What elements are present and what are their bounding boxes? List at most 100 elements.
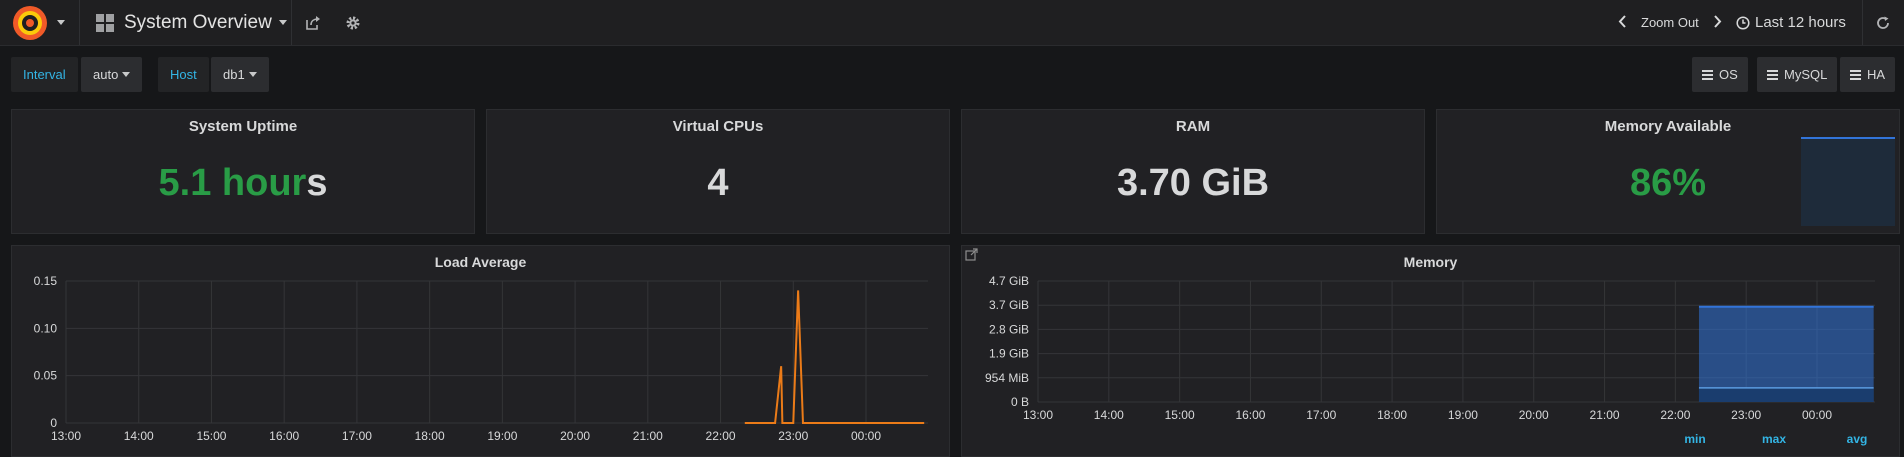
time-range-label: Last 12 hours (1755, 14, 1846, 31)
stat-panel-virtual-cpus: Virtual CPUs 4 (486, 109, 950, 234)
panel-title[interactable]: System Uptime (188, 118, 298, 135)
time-picker-button[interactable]: Last 12 hours (1736, 0, 1846, 45)
time-shift-forward-button[interactable] (1705, 14, 1730, 31)
refresh-icon (1877, 16, 1889, 29)
clock-icon (1736, 15, 1750, 30)
dashboard-link-os[interactable]: OS (1692, 57, 1748, 92)
link-label: HA (1867, 67, 1886, 82)
share-icon (306, 15, 320, 30)
link-label: OS (1719, 67, 1738, 82)
x-tick-label: 17:00 (342, 429, 372, 443)
x-tick-label: 20:00 (560, 429, 590, 443)
x-tick-label: 15:00 (1165, 408, 1195, 422)
panel-title[interactable]: RAM (1175, 118, 1211, 135)
y-tick-label: 0.10 (34, 321, 58, 335)
load-average-chart: 0 0.05 0.10 0.15 13:00 14:00 15:00 16:00 17:00 18… (34, 274, 928, 443)
stat-value-text: 86% (1629, 162, 1707, 204)
time-shift-back-button[interactable] (1610, 14, 1635, 31)
x-tick-label: 22:00 (1660, 408, 1690, 422)
refresh-button[interactable] (1868, 0, 1898, 45)
grafana-logo-icon (13, 5, 47, 40)
external-link-icon (965, 248, 978, 261)
stat-panel-ram: RAM 3.70 GiB (961, 109, 1425, 234)
chevron-right-icon (1714, 14, 1722, 28)
bars-icon (1850, 68, 1861, 82)
x-tick-label: 19:00 (487, 429, 517, 443)
zoom-out-button[interactable]: Zoom Out (1641, 15, 1699, 30)
memory-chart: 0 B 954 MiB 1.9 GiB 2.8 GiB 3.7 GiB 4.7 GiB 13… (985, 274, 1875, 446)
y-tick-label: 2.8 GiB (989, 322, 1029, 336)
panel-title[interactable]: Memory (1403, 254, 1458, 270)
stat-value: 4 (487, 162, 949, 205)
y-tick-label: 0.15 (34, 274, 58, 288)
y-tick-label: 0 (50, 416, 57, 430)
variable-label-host: Host (158, 57, 209, 92)
interval-select[interactable]: auto (81, 57, 143, 92)
x-tick-label: 00:00 (851, 429, 881, 443)
x-tick-label: 13:00 (1023, 408, 1053, 422)
x-tick-label: 13:00 (51, 429, 81, 443)
panel-title[interactable]: Virtual CPUs (672, 118, 764, 135)
gear-icon (346, 16, 360, 29)
x-tick-label: 20:00 (1519, 408, 1549, 422)
divider (291, 0, 292, 45)
chevron-down-icon (57, 20, 65, 25)
sparkline-area (1801, 137, 1895, 226)
x-tick-label: 19:00 (1448, 408, 1478, 422)
divider (79, 0, 80, 45)
bars-icon (1767, 68, 1778, 82)
y-tick-label: 3.7 GiB (989, 298, 1029, 312)
y-tick-label: 954 MiB (985, 371, 1029, 385)
host-select[interactable]: db1 (211, 57, 269, 92)
chevron-left-icon (1618, 14, 1626, 28)
y-tick-label: 1.9 GiB (989, 347, 1029, 361)
dashboard-link-mysql[interactable]: MySQL (1757, 57, 1838, 92)
grafana-logo-button[interactable] (10, 0, 68, 45)
graph-panel-load-average: Load Average 0 0.05 0.10 0.15 13:00 14:00 15:0… (11, 245, 950, 457)
graph-panel-memory: Memory 0 B 954 MiB 1.9 GiB 2.8 GiB 3.7 GiB 4.… (961, 245, 1900, 457)
stat-value-green: 5.1 hour (158, 162, 307, 204)
stat-panel-memory-available: Memory Available 86% (1436, 109, 1900, 234)
stat-value: 86% (1437, 162, 1899, 205)
panel-link-icon[interactable] (965, 248, 978, 266)
chevron-down-icon (278, 20, 287, 25)
legend-header-min: min (1684, 432, 1705, 446)
legend-header-avg: avg (1847, 432, 1868, 446)
dashboard-link-ha[interactable]: HA (1840, 57, 1896, 92)
x-tick-label: 15:00 (196, 429, 226, 443)
x-tick-label: 21:00 (1590, 408, 1620, 422)
stat-value: 3.70 GiB (962, 162, 1424, 205)
legend-header-max: max (1762, 432, 1786, 446)
x-tick-label: 14:00 (1094, 408, 1124, 422)
x-tick-label: 22:00 (706, 429, 736, 443)
x-tick-label: 18:00 (1377, 408, 1407, 422)
y-tick-label: 0.05 (34, 369, 58, 383)
chevron-down-icon (122, 72, 131, 77)
x-tick-label: 21:00 (633, 429, 663, 443)
link-label: MySQL (1784, 67, 1828, 82)
share-button[interactable] (298, 0, 328, 45)
x-tick-label: 00:00 (1802, 408, 1832, 422)
x-tick-label: 23:00 (778, 429, 808, 443)
divider (1862, 0, 1863, 45)
x-tick-label: 17:00 (1306, 408, 1336, 422)
variable-label-interval: Interval (11, 57, 78, 92)
chevron-down-icon (248, 72, 257, 77)
panel-title[interactable]: Memory Available (1604, 118, 1732, 135)
y-tick-label: 4.7 GiB (989, 274, 1029, 288)
dashboard-title: System Overview (124, 11, 272, 33)
dashboard-picker[interactable]: System Overview (96, 0, 287, 45)
x-tick-label: 23:00 (1731, 408, 1761, 422)
settings-button[interactable] (338, 0, 368, 45)
stat-value-text: 3.70 GiB (1116, 162, 1270, 204)
x-tick-label: 16:00 (269, 429, 299, 443)
stat-value-suffix: s (306, 162, 328, 204)
stat-value-text: 4 (707, 162, 729, 204)
y-tick-label: 0 B (1011, 395, 1029, 409)
memory-used-area (1698, 306, 1874, 402)
host-value: db1 (223, 67, 245, 82)
panel-title[interactable]: Load Average (434, 254, 527, 270)
load-series-line (744, 290, 925, 424)
stat-panel-system-uptime: System Uptime 5.1 hours (11, 109, 475, 234)
stat-value: 5.1 hours (12, 162, 474, 205)
